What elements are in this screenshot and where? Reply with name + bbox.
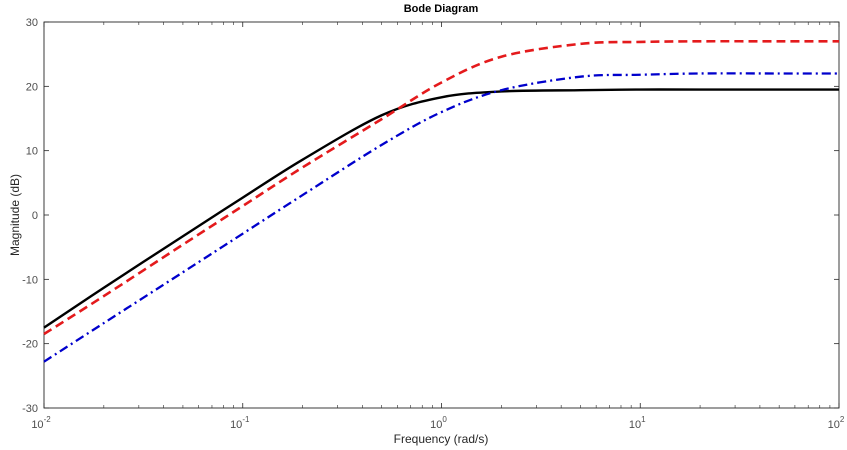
plot-frame	[43, 21, 840, 409]
series-line-dashed	[43, 39, 839, 336]
y-tick-label: -10	[22, 274, 38, 286]
x-tick-label-base: 10	[828, 419, 840, 431]
x-tick-label: 102	[828, 415, 845, 431]
y-tick-label: 0	[32, 210, 38, 222]
x-tick-label-exponent: 2	[840, 415, 845, 424]
chart-title: Bode Diagram	[404, 3, 479, 15]
y-tick-label: 10	[26, 146, 38, 158]
series-line-solid	[43, 88, 839, 329]
x-tick-label: 10-2	[31, 415, 51, 431]
x-axis-label: Frequency (rad/s)	[394, 432, 489, 446]
y-tick-label: 20	[26, 81, 38, 93]
x-tick-label-exponent: -2	[44, 415, 52, 424]
x-tick-label-base: 10	[629, 419, 641, 431]
x-tick-label: 10-1	[230, 415, 250, 431]
series-layer	[43, 39, 839, 363]
x-tick-label-base: 10	[430, 419, 442, 431]
x-tick-label: 100	[430, 415, 447, 431]
y-axis-label: Magnitude (dB)	[8, 174, 22, 256]
x-tick-label-exponent: 0	[442, 415, 447, 424]
x-tick-label-base: 10	[31, 419, 43, 431]
y-tick-label: 30	[26, 17, 38, 29]
x-tick-label-base: 10	[230, 419, 242, 431]
x-tick-label: 101	[629, 415, 646, 431]
x-tick-label-exponent: 1	[641, 415, 646, 424]
plot-area	[44, 22, 839, 408]
y-tick-label: -30	[22, 403, 38, 415]
y-tick-label: -20	[22, 339, 38, 351]
x-tick-label-exponent: -1	[242, 415, 250, 424]
